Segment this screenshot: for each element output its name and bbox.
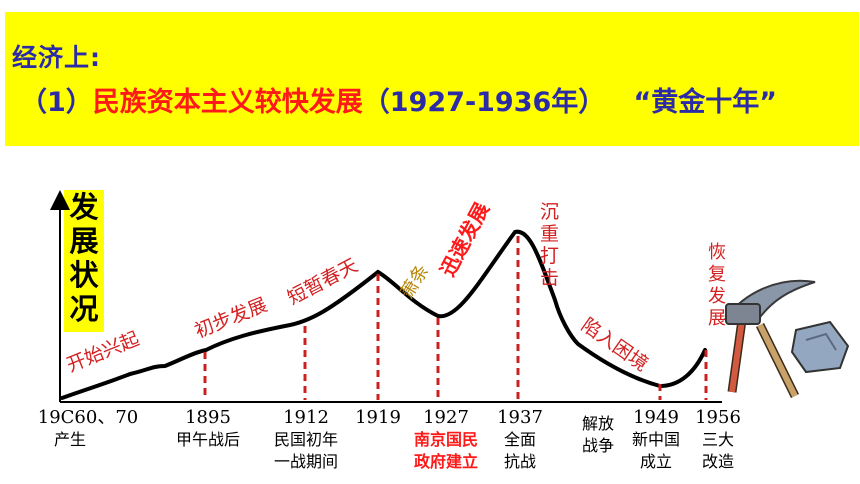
tick-desc-label: 一战期间: [274, 452, 338, 471]
y-axis-char: 发: [69, 190, 99, 224]
hammer-icon: [725, 303, 761, 393]
tick-year-label: 19C60、70: [38, 407, 139, 428]
y-axis-char: 状: [69, 258, 99, 292]
phase-label: 复: [708, 264, 726, 285]
tick-desc-label: 民国初年: [274, 430, 338, 449]
title-number: （1）: [20, 87, 93, 118]
tick-desc-label: 改造: [702, 452, 734, 471]
y-axis-char: 展: [69, 224, 99, 258]
tick-desc-label: 全面: [504, 430, 536, 449]
tick-desc-label: 战争: [582, 436, 614, 455]
development-curve: [60, 229, 707, 400]
tick-year-label: 1912: [283, 407, 329, 428]
phase-label: 打: [540, 245, 559, 267]
y-axis-char: 况: [69, 292, 99, 326]
tick-desc-label: 解放: [582, 414, 614, 433]
tick-year-label: 1927: [423, 407, 469, 428]
tick-year-label: 1956: [695, 407, 741, 428]
title-period: （1927-1936年）: [362, 87, 606, 118]
tick-desc-label: 成立: [640, 452, 672, 471]
phase-label: 沉: [540, 201, 559, 223]
phase-label: 迅速发展: [435, 198, 494, 280]
tick-desc-label: 南京国民: [414, 430, 478, 449]
rock-icon: [790, 320, 850, 374]
phase-label: 开始兴起: [64, 328, 143, 377]
tick-year-label: 1949: [633, 407, 679, 428]
tick-year-label: 1937: [497, 407, 543, 428]
tick-desc-label: 产生: [54, 430, 86, 449]
phase-label: 恢: [708, 242, 726, 263]
tick-desc-label: 三大: [702, 430, 734, 449]
tick-year-label: 1919: [355, 407, 401, 428]
tick-desc-label: 新中国: [632, 430, 680, 449]
phase-label: 发: [708, 286, 726, 307]
y-axis-label: 发 展 状 况: [64, 190, 104, 332]
phase-label: 初步发展: [192, 294, 271, 343]
phase-label: 展: [708, 308, 726, 329]
phase-label: 短暂春天: [284, 254, 361, 309]
tick-desc-label: 甲午战后: [176, 430, 240, 449]
banner-title: （1）民族资本主义较快发展（1927-1936年） “黄金十年”: [20, 80, 777, 119]
heading-economy: 经济上:: [12, 43, 101, 72]
title-banner: [5, 12, 859, 146]
phase-label: 击: [540, 267, 559, 289]
phase-label: 萧条: [396, 261, 433, 303]
title-golden-decade: “黄金十年”: [633, 87, 778, 118]
tick-desc-label: 政府建立: [414, 452, 478, 471]
title-capitalism: 民族资本主义较快发展: [92, 87, 363, 118]
phase-label: 重: [540, 223, 559, 245]
tick-year-label: 1895: [185, 407, 231, 428]
tick-desc-label: 抗战: [504, 452, 536, 471]
